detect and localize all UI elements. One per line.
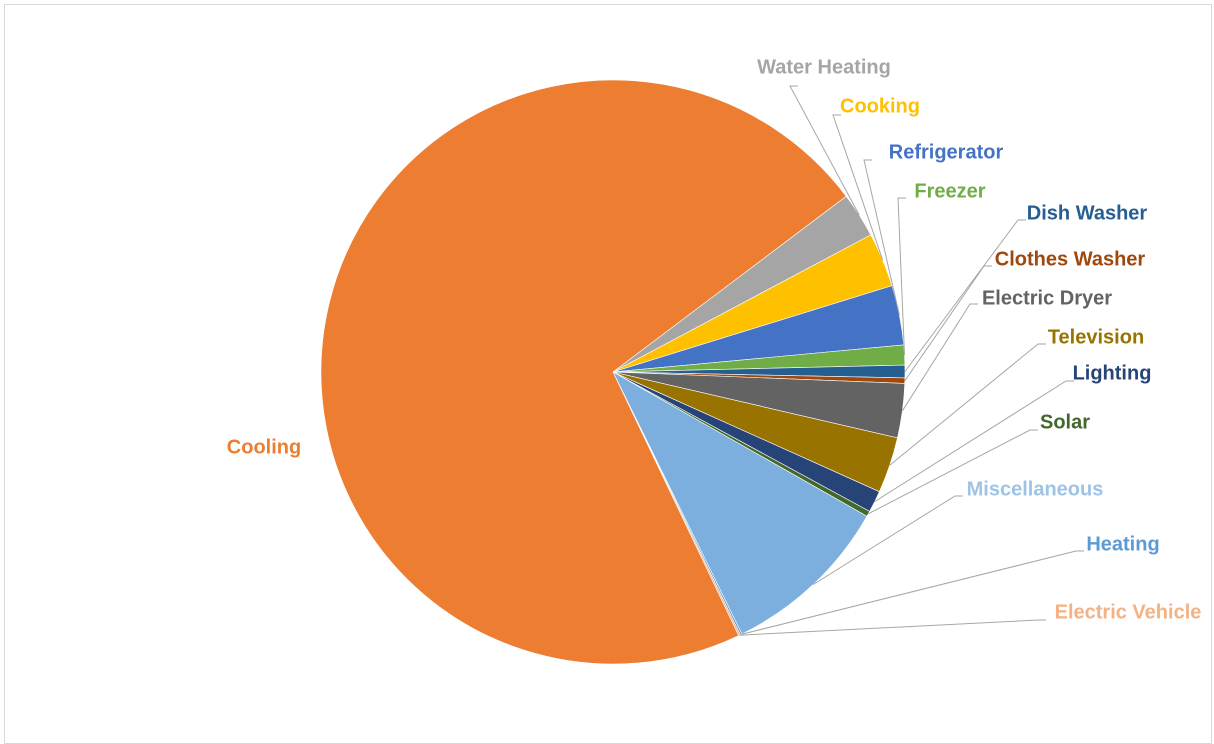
slice-label-miscellaneous: Miscellaneous bbox=[967, 478, 1104, 500]
leader-line-electric-dryer bbox=[901, 303, 978, 412]
leader-line-television bbox=[889, 343, 1046, 466]
leader-line-dish-washer bbox=[904, 219, 1026, 372]
slice-labels: Water Heating Cooking Refrigerator Freezer D… bbox=[227, 56, 1202, 623]
pie-slice-cooling[interactable] bbox=[320, 79, 847, 665]
leader-line-lighting bbox=[874, 380, 1074, 503]
slice-label-dish-washer: Dish Washer bbox=[1027, 202, 1148, 224]
slice-label-water-heating: Water Heating bbox=[757, 56, 891, 78]
leader-line-heating bbox=[740, 550, 1084, 635]
leader-line-miscellaneous bbox=[812, 495, 963, 585]
slice-label-electric-dryer: Electric Dryer bbox=[982, 287, 1112, 309]
slice-label-heating: Heating bbox=[1086, 533, 1159, 555]
pie-slice-miscellaneous[interactable] bbox=[612, 371, 868, 635]
leader-line-refrigerator bbox=[863, 159, 900, 316]
leader-line-clothes-washer bbox=[904, 265, 992, 381]
slice-label-clothes-washer: Clothes Washer bbox=[995, 248, 1146, 270]
leader-line-solar bbox=[868, 429, 1038, 515]
slice-label-freezer: Freezer bbox=[914, 180, 985, 202]
pie-slices bbox=[320, 79, 906, 665]
slice-label-lighting: Lighting bbox=[1073, 362, 1152, 384]
slice-label-solar: Solar bbox=[1040, 411, 1090, 433]
slice-label-cooking: Cooking bbox=[840, 95, 920, 117]
slice-label-television: Television bbox=[1048, 326, 1144, 348]
leader-lines bbox=[739, 85, 1084, 636]
slice-label-cooling: Cooling bbox=[227, 436, 301, 458]
leader-line-water-heating bbox=[789, 85, 860, 216]
leader-line-electric-vehicle bbox=[739, 619, 1046, 636]
leader-line-freezer bbox=[897, 197, 906, 356]
leader-line-cooking bbox=[832, 114, 884, 260]
slice-label-electric-vehicle: Electric Vehicle bbox=[1055, 601, 1202, 623]
slice-label-refrigerator: Refrigerator bbox=[889, 141, 1004, 163]
